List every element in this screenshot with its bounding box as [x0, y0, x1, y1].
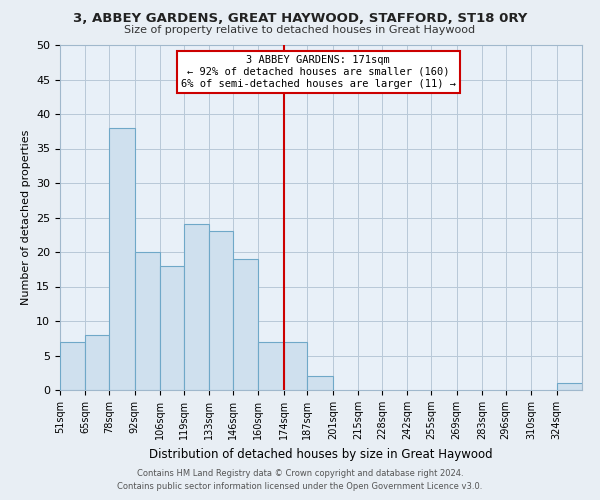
Bar	[557, 383, 582, 390]
X-axis label: Distribution of detached houses by size in Great Haywood: Distribution of detached houses by size …	[149, 448, 493, 460]
Bar	[109, 128, 134, 390]
Text: Size of property relative to detached houses in Great Haywood: Size of property relative to detached ho…	[124, 25, 476, 35]
Y-axis label: Number of detached properties: Number of detached properties	[20, 130, 31, 305]
Text: Contains HM Land Registry data © Crown copyright and database right 2024.
Contai: Contains HM Land Registry data © Crown c…	[118, 470, 482, 491]
Bar	[284, 342, 307, 390]
Bar	[184, 224, 209, 390]
Bar	[160, 266, 184, 390]
Text: 3, ABBEY GARDENS, GREAT HAYWOOD, STAFFORD, ST18 0RY: 3, ABBEY GARDENS, GREAT HAYWOOD, STAFFOR…	[73, 12, 527, 26]
Text: 3 ABBEY GARDENS: 171sqm
← 92% of detached houses are smaller (160)
6% of semi-de: 3 ABBEY GARDENS: 171sqm ← 92% of detache…	[181, 56, 456, 88]
Bar	[134, 252, 160, 390]
Bar	[85, 335, 109, 390]
Bar	[60, 342, 85, 390]
Bar	[209, 232, 233, 390]
Bar	[233, 259, 258, 390]
Bar	[258, 342, 284, 390]
Bar	[307, 376, 333, 390]
